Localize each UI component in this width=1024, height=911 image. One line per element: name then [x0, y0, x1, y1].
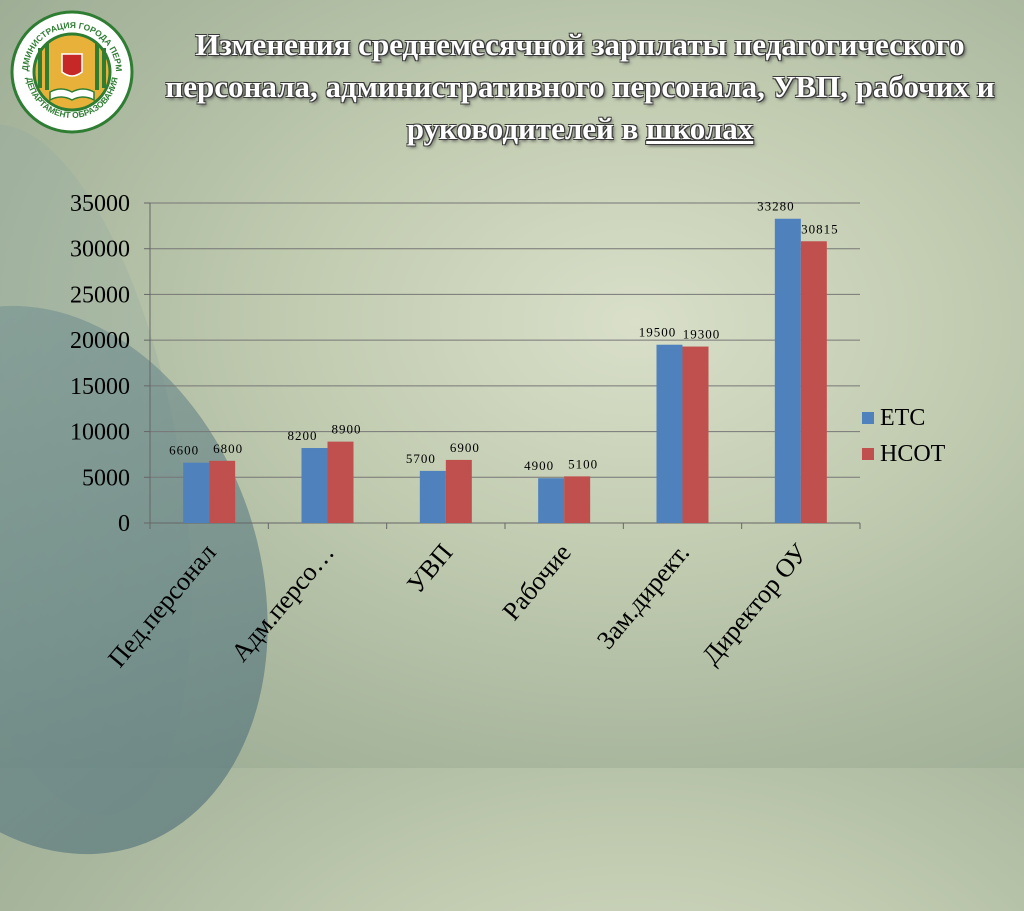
y-tick-label: 35000 [70, 191, 130, 217]
bar-ncot [564, 476, 591, 523]
data-label: 19500 [639, 325, 677, 340]
data-label: 8900 [332, 422, 362, 437]
legend-item-ncot: НСОТ [862, 436, 945, 472]
data-label: 33280 [757, 199, 795, 214]
bar-ncot [209, 460, 236, 523]
page-title: Изменения среднемесячной зарплаты педаго… [140, 24, 1020, 150]
title-underlined: школах [646, 111, 754, 146]
legend-label-ncot: НСОТ [880, 440, 946, 467]
bar-etc [301, 448, 328, 523]
data-label: 19300 [683, 327, 721, 342]
bar-etc [656, 344, 683, 523]
y-tick-label: 25000 [70, 282, 130, 308]
bar-etc [419, 470, 446, 523]
data-label: 4900 [524, 458, 554, 473]
data-label: 30815 [801, 221, 839, 236]
data-label: 6600 [169, 443, 199, 458]
data-label: 6900 [450, 440, 480, 455]
bar-etc [183, 462, 210, 523]
x-category-label: Пед.персонал [102, 538, 222, 673]
x-category-label: Адм.персо… [225, 538, 340, 667]
bar-ncot [800, 241, 827, 523]
legend-swatch-ncot [862, 448, 874, 460]
y-tick-label: 30000 [70, 237, 130, 263]
bar-etc [774, 218, 801, 523]
chart-legend: ЕТС НСОТ [862, 400, 945, 472]
legend-item-etc: ЕТС [862, 400, 945, 436]
seal-logo-icon: АДМИНИСТРАЦИЯ ГОРОДА ПЕРМИ ДЕПАРТАМЕНТ О… [8, 8, 134, 134]
data-label: 5700 [406, 451, 436, 466]
legend-label-etc: ЕТС [880, 404, 926, 431]
bar-etc [538, 478, 565, 523]
y-tick-label: 0 [118, 511, 130, 537]
bar-ncot [682, 346, 709, 523]
x-category-label: Рабочие [497, 538, 577, 626]
data-label: 6800 [213, 441, 243, 456]
x-category-label: УВП [401, 538, 458, 599]
data-label: 8200 [288, 428, 318, 443]
bar-ncot [327, 441, 354, 523]
title-text: Изменения среднемесячной зарплаты педаго… [165, 27, 995, 146]
y-tick-label: 10000 [70, 420, 130, 446]
bar-ncot [445, 459, 472, 523]
y-tick-label: 15000 [70, 374, 130, 400]
y-tick-label: 20000 [70, 328, 130, 354]
bar-chart: 0 5000 10000 15000 20000 25000 30000 35000 6600 6… [70, 191, 861, 673]
legend-swatch-etc [862, 412, 874, 424]
x-category-label: Директор ОУ [696, 538, 814, 670]
data-label: 5100 [568, 456, 598, 471]
y-tick-label: 5000 [82, 465, 130, 491]
x-category-label: Зам.директ. [591, 538, 695, 654]
